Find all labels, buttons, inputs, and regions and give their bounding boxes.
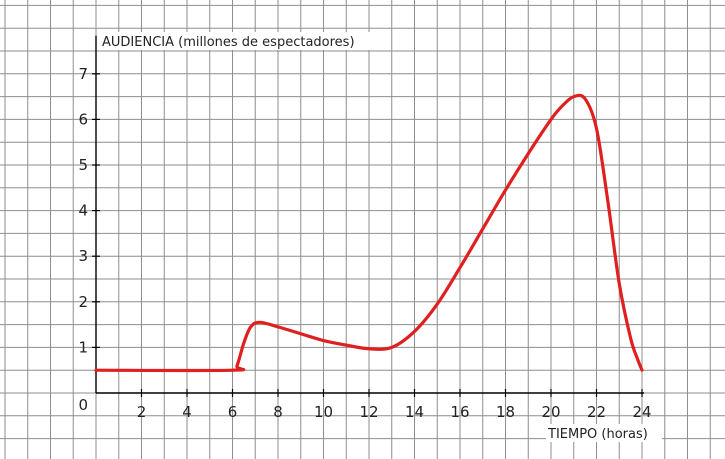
x-tick-label: 6 bbox=[228, 403, 238, 421]
x-tick-label: 2 bbox=[137, 403, 147, 421]
y-tick-label: 7 bbox=[78, 65, 88, 83]
y-tick-label: 3 bbox=[78, 247, 88, 265]
audience-series-line bbox=[94, 93, 644, 373]
axes bbox=[95, 35, 644, 394]
axis-ticks bbox=[92, 73, 643, 397]
y-tick-label: 1 bbox=[78, 338, 88, 356]
x-tick-label: 20 bbox=[541, 403, 560, 421]
x-tick-label: 18 bbox=[496, 403, 515, 421]
x-tick-label: 4 bbox=[182, 403, 192, 421]
x-tick-label: 14 bbox=[405, 403, 424, 421]
y-tick-label: 6 bbox=[78, 110, 88, 128]
x-tick-label: 24 bbox=[632, 403, 651, 421]
series-layer bbox=[94, 93, 644, 373]
origin-label: 0 bbox=[78, 396, 88, 414]
x-tick-label: 22 bbox=[587, 403, 606, 421]
y-tick-label: 2 bbox=[78, 293, 88, 311]
x-tick-label: 16 bbox=[450, 403, 469, 421]
x-tick-label: 12 bbox=[359, 403, 378, 421]
y-axis-title: AUDIENCIA (millones de espectadores) bbox=[102, 35, 355, 50]
y-axis-title-bg bbox=[99, 32, 385, 50]
x-tick-label: 8 bbox=[273, 403, 283, 421]
y-tick-label: 5 bbox=[78, 156, 88, 174]
x-axis-title-bg bbox=[546, 424, 662, 442]
x-tick-label: 10 bbox=[314, 403, 333, 421]
y-tick-label: 4 bbox=[78, 202, 88, 220]
x-axis-title: TIEMPO (horas) bbox=[547, 427, 648, 442]
